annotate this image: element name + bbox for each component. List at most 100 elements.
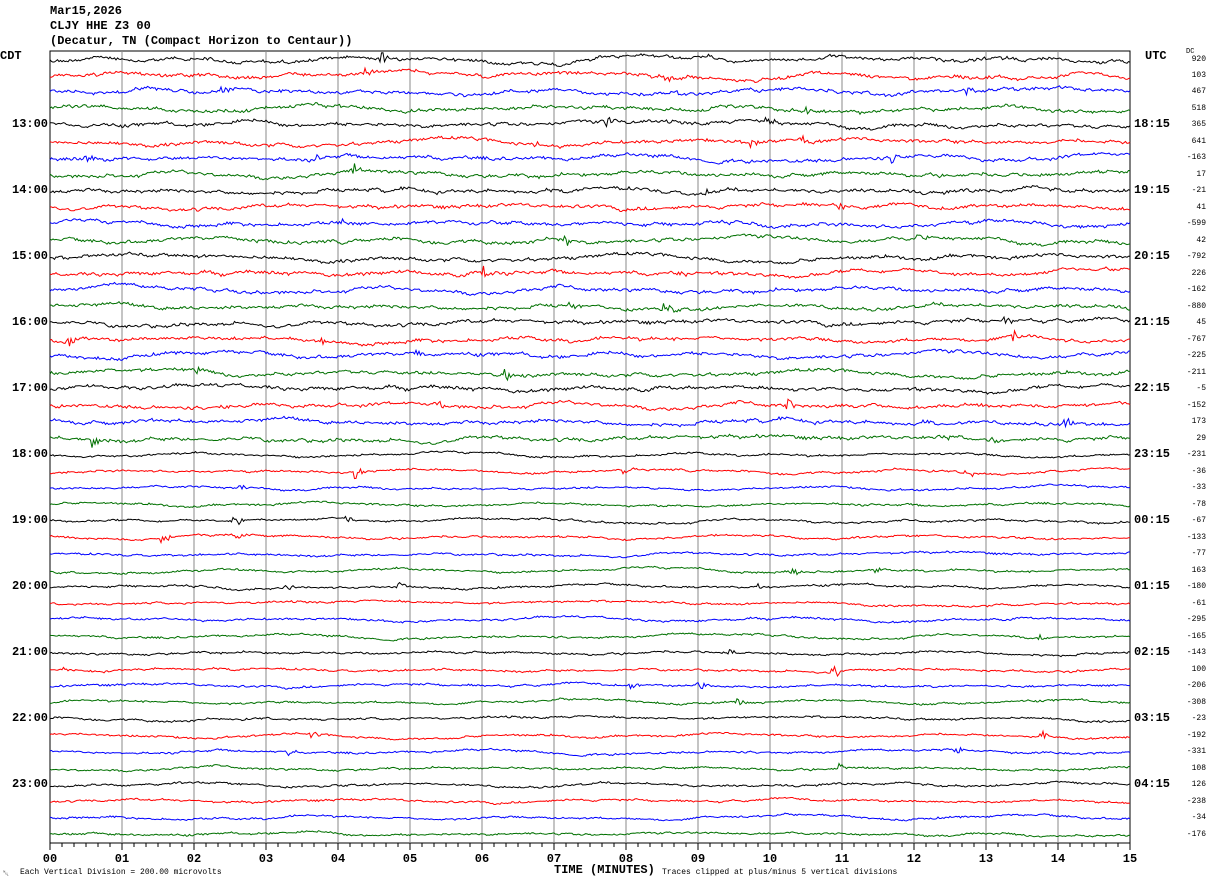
dc-offset-label: 45 — [1196, 318, 1206, 327]
seismic-trace — [49, 315, 1131, 329]
dc-offset-label: 126 — [1191, 780, 1206, 789]
seismic-trace — [49, 217, 1131, 230]
cdt-hour-label: 23:00 — [12, 777, 49, 791]
seismic-trace — [49, 382, 1131, 395]
cdt-hour-label: 20:00 — [12, 579, 49, 593]
dc-offset-label: -295 — [1186, 615, 1206, 624]
seismic-trace — [49, 599, 1131, 608]
seismic-trace — [49, 715, 1131, 724]
dc-offset-label: -331 — [1186, 747, 1206, 756]
seismic-trace — [49, 265, 1131, 279]
seismic-trace — [49, 515, 1131, 526]
seismic-trace — [49, 632, 1131, 642]
dc-offset-label: 103 — [1191, 70, 1206, 80]
seismic-trace — [49, 433, 1131, 448]
dc-offset-label: -192 — [1186, 730, 1206, 740]
dc-offset-label: 163 — [1191, 565, 1206, 575]
dc-offset-label: -78 — [1191, 499, 1206, 509]
seismic-trace — [49, 329, 1130, 347]
utc-hour-label: 02:15 — [1134, 645, 1171, 659]
dc-offset-label: 108 — [1191, 763, 1206, 773]
dc-offset-label: 42 — [1196, 235, 1206, 245]
cdt-hour-label: 13:00 — [12, 117, 49, 131]
seismic-trace — [49, 681, 1131, 691]
utc-hour-label: 04:15 — [1134, 777, 1171, 791]
x-axis-label: TIME (MINUTES) — [554, 863, 655, 877]
seismic-trace — [49, 665, 1131, 678]
dc-offset-label: -880 — [1186, 301, 1206, 311]
seismic-trace — [49, 398, 1131, 412]
dc-offset-label: -36 — [1191, 466, 1206, 476]
dc-offset-label: 641 — [1191, 136, 1206, 146]
seismic-trace — [49, 450, 1131, 459]
seismic-trace — [49, 116, 1131, 131]
x-tick-label: 06 — [474, 852, 490, 866]
cdt-hour-label: 14:00 — [12, 183, 49, 197]
dc-offset-label: -308 — [1186, 697, 1206, 707]
dc-offset-label: 226 — [1191, 268, 1206, 278]
station-location: (Decatur, TN (Compact Horizon to Centaur… — [50, 34, 353, 48]
logo-mark: ␀ — [3, 870, 10, 879]
dc-offset-label: -180 — [1186, 582, 1206, 591]
utc-hour-label: 18:15 — [1134, 117, 1171, 131]
seismic-trace — [49, 746, 1131, 757]
utc-hour-label: 23:15 — [1134, 447, 1171, 461]
dc-offset-label: 17 — [1196, 169, 1206, 179]
dc-offset-label: 41 — [1196, 202, 1206, 212]
dc-offset-label: -163 — [1186, 153, 1206, 162]
x-tick-label: 00 — [42, 852, 58, 866]
dc-offset-label: -599 — [1186, 219, 1206, 228]
x-tick-label: 01 — [114, 852, 130, 866]
seismic-trace — [49, 163, 1131, 181]
seismic-trace — [49, 500, 1131, 509]
dc-offset-label: 518 — [1191, 103, 1206, 113]
seismic-trace — [49, 66, 1131, 84]
seismic-trace — [49, 581, 1131, 592]
dc-offset-label: -5 — [1196, 384, 1206, 393]
x-tick-label: 08 — [618, 852, 634, 866]
seismic-trace — [49, 483, 1131, 492]
dc-offset-label: -34 — [1191, 813, 1206, 822]
seismic-trace — [49, 251, 1131, 265]
seismic-trace — [49, 415, 1131, 429]
x-tick-label: 07 — [546, 852, 562, 866]
station-id: CLJY HHE Z3 00 — [50, 19, 151, 33]
seismic-trace — [49, 830, 1131, 838]
seismic-trace — [49, 780, 1131, 789]
dc-offset-label: -21 — [1191, 186, 1206, 195]
dc-offset-label: -238 — [1186, 796, 1206, 806]
x-tick-label: 10 — [762, 852, 778, 866]
cdt-hour-label: 17:00 — [12, 381, 49, 395]
clip-note: Traces clipped at plus/minus 5 vertical … — [662, 868, 898, 877]
dc-offset-label: -67 — [1191, 516, 1206, 525]
seismic-trace — [49, 348, 1131, 362]
seismic-trace — [49, 812, 1131, 822]
utc-hour-label: 20:15 — [1134, 249, 1171, 263]
seismic-trace — [49, 233, 1131, 247]
seismic-trace — [49, 649, 1131, 658]
utc-axis-title: UTC — [1145, 49, 1167, 63]
cdt-axis-title: CDT — [0, 49, 22, 63]
seismic-trace — [49, 533, 1131, 545]
seismic-trace — [49, 729, 1130, 741]
dc-offset-label: -211 — [1186, 367, 1206, 377]
utc-hour-label: 21:15 — [1134, 315, 1171, 329]
cdt-hour-label: 16:00 — [12, 315, 49, 329]
x-tick-label: 02 — [186, 852, 202, 866]
dc-offset-label: -77 — [1191, 549, 1206, 558]
dc-offset-label: -23 — [1191, 714, 1206, 723]
dc-offset-label: -225 — [1186, 351, 1206, 360]
dc-offset-label: 100 — [1191, 664, 1206, 674]
dc-offset-label: -206 — [1186, 681, 1206, 690]
plot-frame — [49, 50, 1131, 844]
utc-hour-label: 22:15 — [1134, 381, 1171, 395]
dc-offset-label: -61 — [1191, 598, 1206, 608]
cdt-hour-label: 21:00 — [12, 645, 49, 659]
scale-note: Each Vertical Division = 200.00 microvol… — [20, 868, 222, 877]
utc-hour-label: 01:15 — [1134, 579, 1171, 593]
utc-hour-label: 19:15 — [1134, 183, 1171, 197]
dc-offset-label: -162 — [1186, 285, 1206, 294]
seismic-trace — [49, 201, 1131, 213]
dc-offset-label: -143 — [1186, 648, 1206, 657]
